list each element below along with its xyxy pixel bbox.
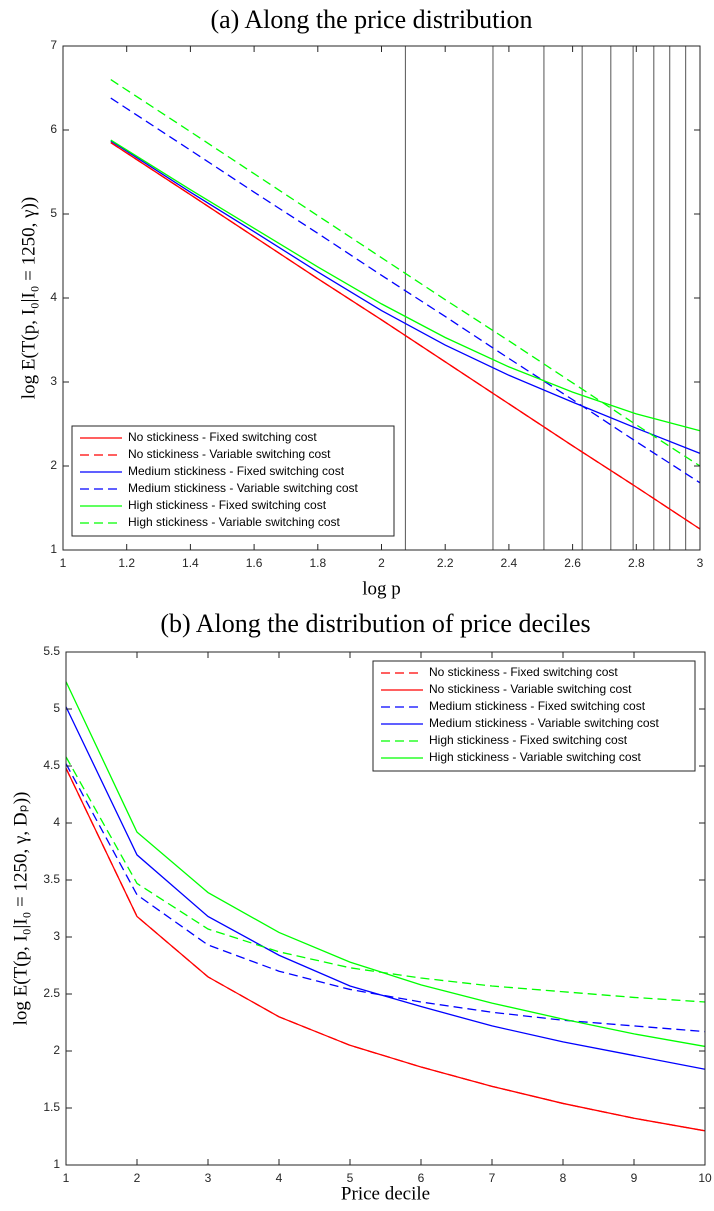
series-line <box>110 140 701 455</box>
y-tick-label: 3 <box>53 929 60 943</box>
legend-label: High stickiness - Variable switching cos… <box>429 750 642 764</box>
y-tick-label: 6 <box>50 122 57 136</box>
x-tick-label: 5 <box>347 1171 354 1185</box>
x-tick-label: 1.8 <box>309 556 326 570</box>
legend-label: Medium stickiness - Variable switching c… <box>128 481 359 495</box>
x-tick-label: 1 <box>63 1171 70 1185</box>
y-tick-label: 1.5 <box>43 1100 60 1114</box>
x-tick-label: 3 <box>697 556 704 570</box>
y-tick-label: 2.5 <box>43 986 60 1000</box>
chart-title: (b) Along the distribution of price deci… <box>160 609 590 638</box>
series-line <box>110 97 701 484</box>
y-tick-label: 5 <box>50 206 57 220</box>
x-axis-label: Price decile <box>341 1183 430 1204</box>
legend-label: High stickiness - Variable switching cos… <box>128 515 341 529</box>
series-line <box>65 681 706 1048</box>
x-tick-label: 2 <box>134 1171 141 1185</box>
legend-label: High stickiness - Fixed switching cost <box>429 733 628 747</box>
chart-title: (a) Along the price distribution <box>210 5 532 34</box>
series-line <box>65 706 706 1070</box>
y-tick-label: 4 <box>53 815 60 829</box>
y-axis-label: log E(T(p, I₀|I₀ = 1250, γ)) <box>18 197 39 399</box>
x-tick-label: 1.4 <box>182 556 199 570</box>
y-axis-label: log E(T(p, I₀|I₀ = 1250, γ, Dₚ)) <box>10 792 31 1026</box>
legend-label: Medium stickiness - Fixed switching cost <box>429 699 646 713</box>
x-tick-label: 2.2 <box>437 556 454 570</box>
axes-box <box>65 651 706 1166</box>
x-tick-label: 7 <box>489 1171 496 1185</box>
y-tick-label: 7 <box>50 38 57 52</box>
y-tick-label: 2 <box>53 1043 60 1057</box>
x-tick-label: 1.2 <box>118 556 135 570</box>
x-tick-label: 2.4 <box>501 556 518 570</box>
series-line <box>110 139 701 432</box>
x-tick-label: 4 <box>276 1171 283 1185</box>
x-tick-label: 2.8 <box>628 556 645 570</box>
x-tick-label: 1 <box>60 556 67 570</box>
legend-label: No stickiness - Variable switching cost <box>128 447 331 461</box>
x-tick-label: 1.6 <box>246 556 263 570</box>
legend-box <box>372 660 696 772</box>
legend-label: Medium stickiness - Variable switching c… <box>429 716 660 730</box>
x-tick-label: 8 <box>560 1171 567 1185</box>
series-line <box>65 767 706 1132</box>
y-tick-label: 3 <box>50 374 57 388</box>
legend: No stickiness - Fixed switching cost No s… <box>71 425 395 537</box>
legend-label: Medium stickiness - Fixed switching cost <box>128 464 345 478</box>
legend-label: No stickiness - Fixed switching cost <box>128 430 317 444</box>
x-tick-label: 9 <box>631 1171 638 1185</box>
y-tick-label: 4 <box>50 290 57 304</box>
series-line <box>110 79 701 467</box>
y-tick-label: 1 <box>50 542 57 556</box>
legend-label: No stickiness - Fixed switching cost <box>429 665 618 679</box>
y-tick-label: 2 <box>50 458 57 472</box>
x-tick-label: 2.6 <box>564 556 581 570</box>
y-tick-label: 4.5 <box>43 758 60 772</box>
x-tick-label: 6 <box>418 1171 425 1185</box>
y-tick-label: 1 <box>53 1157 60 1171</box>
y-tick-label: 5.5 <box>43 644 60 658</box>
series-line <box>110 142 701 530</box>
legend-label: High stickiness - Fixed switching cost <box>128 498 327 512</box>
legend-box <box>71 425 395 537</box>
x-tick-label: 3 <box>205 1171 212 1185</box>
x-axis-label: log p <box>362 578 401 599</box>
x-tick-label: 2 <box>378 556 385 570</box>
x-tick-label: 10 <box>698 1171 712 1185</box>
y-tick-label: 3.5 <box>43 872 60 886</box>
legend-label: No stickiness - Variable switching cost <box>429 682 632 696</box>
y-tick-label: 5 <box>53 701 60 715</box>
legend: No stickiness - Fixed switching cost No s… <box>372 660 696 772</box>
